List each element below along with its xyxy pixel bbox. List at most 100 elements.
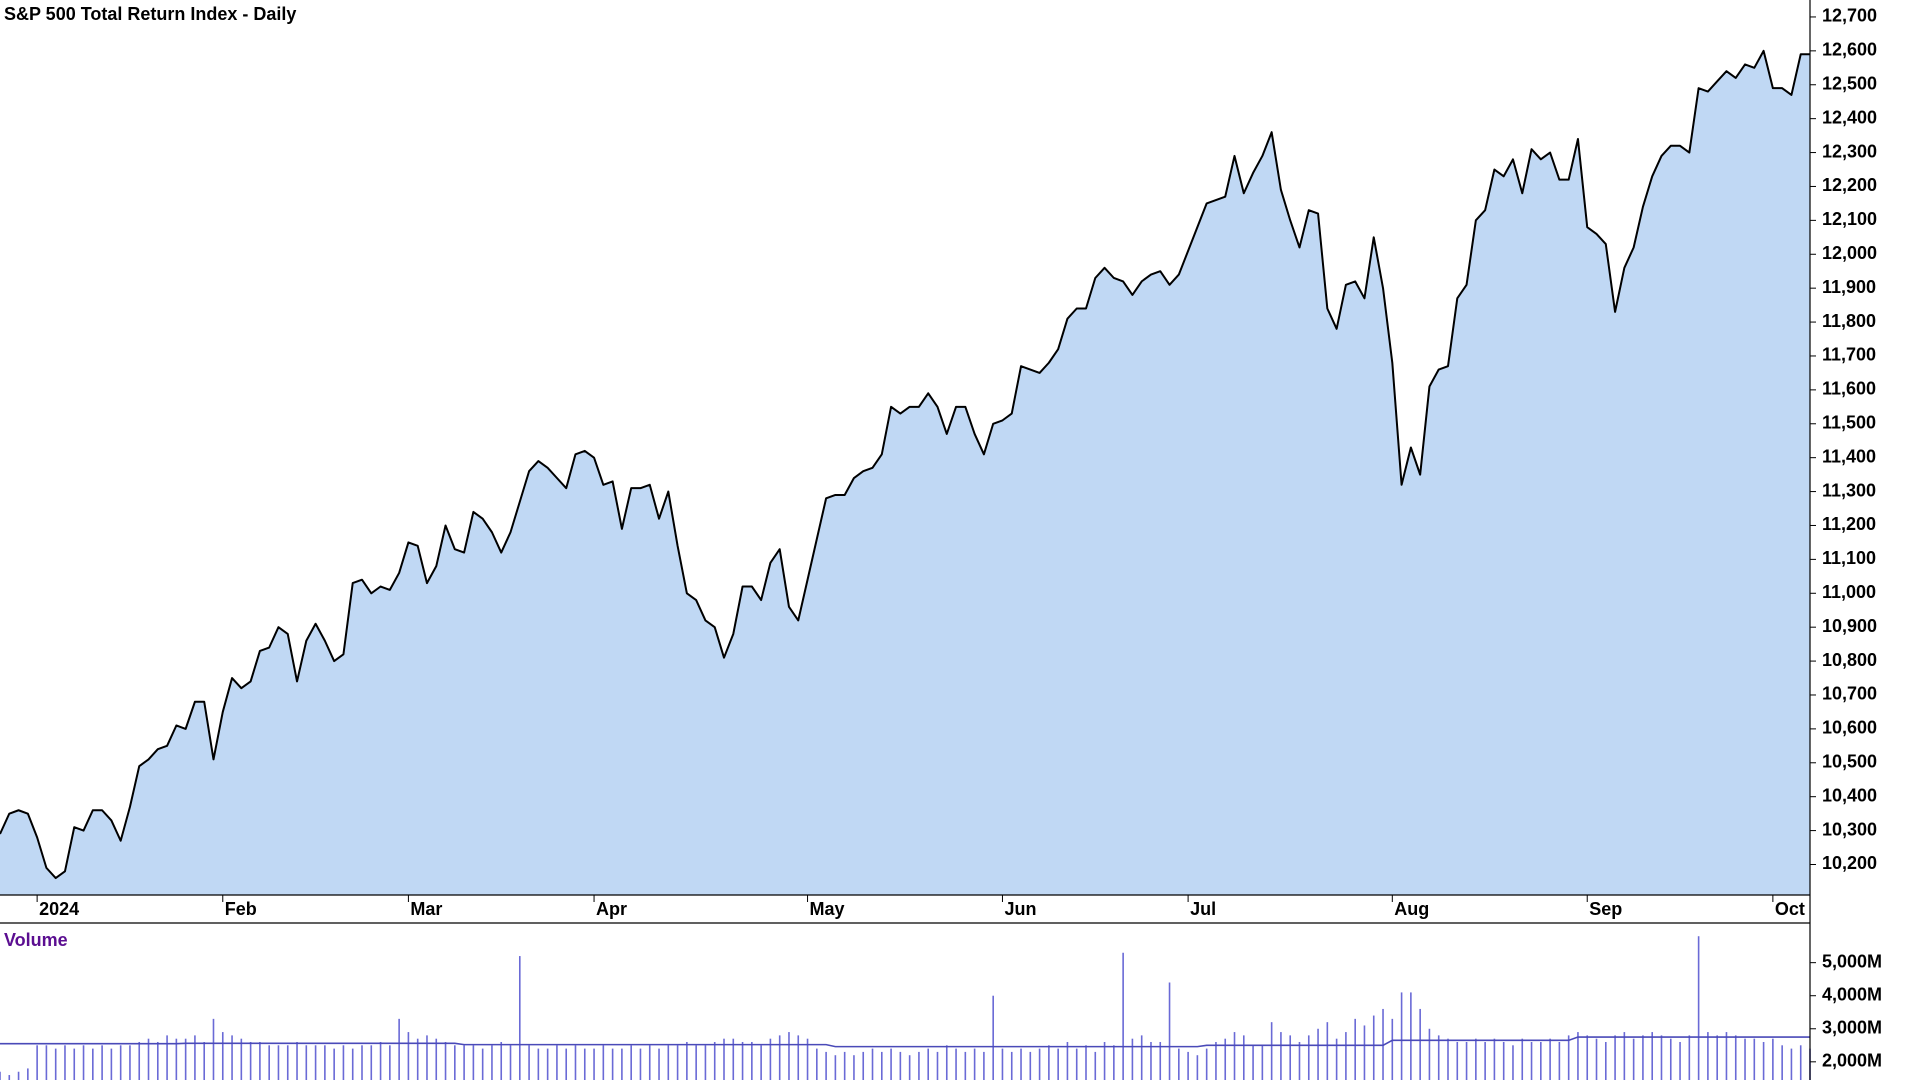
volume-bar xyxy=(314,1045,317,1080)
volume-bar xyxy=(305,1045,308,1080)
x-tick-label: Oct xyxy=(1775,899,1805,919)
volume-bar xyxy=(184,1038,187,1080)
volume-bar xyxy=(574,1045,577,1080)
volume-bar xyxy=(1270,1022,1273,1080)
volume-bar xyxy=(1437,1035,1440,1080)
volume-bar xyxy=(1475,1038,1477,1080)
volume-bar xyxy=(1493,1038,1496,1080)
y-tick-label: 10,700 xyxy=(1822,684,1877,704)
volume-bar xyxy=(565,1048,568,1080)
volume-bar xyxy=(760,1045,762,1080)
volume-bar xyxy=(1530,1041,1533,1080)
area-fill xyxy=(0,50,1810,896)
volume-bar xyxy=(1326,1022,1329,1080)
volume-bar xyxy=(73,1048,76,1080)
volume-bar xyxy=(676,1045,679,1080)
y-tick-label: 10,800 xyxy=(1822,650,1877,670)
volume-bar xyxy=(1595,1038,1598,1080)
volume-bar xyxy=(268,1045,270,1080)
volume-bar xyxy=(398,1018,400,1080)
volume-bar xyxy=(741,1041,744,1080)
volume-bar xyxy=(602,1045,605,1080)
y-tick-label: 12,200 xyxy=(1822,175,1877,195)
volume-bar xyxy=(259,1041,261,1080)
volume-bar xyxy=(481,1048,484,1080)
y-tick-label: 11,600 xyxy=(1822,379,1876,399)
volume-bar xyxy=(231,1035,233,1080)
y-tick-label: 11,500 xyxy=(1822,413,1876,433)
volume-bar xyxy=(695,1045,697,1080)
volume-bar xyxy=(1790,1048,1793,1080)
volume-bar xyxy=(166,1035,168,1080)
volume-bar xyxy=(992,995,994,1080)
volume-bar xyxy=(1010,1051,1013,1080)
y-tick-label: 11,800 xyxy=(1822,311,1876,331)
volume-bar xyxy=(119,1045,122,1080)
volume-bar xyxy=(1604,1041,1607,1080)
volume-bar xyxy=(1289,1035,1292,1080)
volume-bar xyxy=(1113,1045,1115,1080)
volume-bar xyxy=(537,1048,540,1080)
volume-bar xyxy=(0,1071,1,1080)
volume-bar xyxy=(1196,1055,1199,1080)
y-tick-label: 11,900 xyxy=(1822,277,1876,297)
y-tick-label: 12,300 xyxy=(1822,141,1877,161)
volume-bar xyxy=(389,1045,391,1080)
volume-bar xyxy=(1150,1041,1152,1080)
price-panel: 10,200 10,300 10,400 10,500 10,600 10,700 10,8… xyxy=(0,6,1877,919)
volume-bar xyxy=(277,1045,280,1080)
y-tick-label: 12,000 xyxy=(1822,243,1877,263)
volume-bar xyxy=(1159,1041,1162,1080)
volume-bar xyxy=(1586,1035,1589,1080)
volume-bar xyxy=(454,1045,456,1080)
volume-bar xyxy=(1020,1048,1022,1080)
volume-bar xyxy=(825,1051,827,1080)
y-tick-label: 11,300 xyxy=(1822,480,1876,500)
volume-bar xyxy=(45,1045,48,1080)
y-tick-label: 12,600 xyxy=(1822,40,1877,60)
volume-bar xyxy=(1623,1032,1626,1080)
volume-bar xyxy=(286,1045,289,1080)
volume-bar xyxy=(899,1051,902,1080)
volume-bar xyxy=(1335,1038,1338,1080)
volume-bar xyxy=(1456,1041,1459,1080)
volume-bar xyxy=(175,1038,178,1080)
volume-bar xyxy=(491,1045,493,1080)
y-tick-label: 11,100 xyxy=(1822,548,1876,568)
volume-bar xyxy=(1075,1048,1078,1080)
volume-bar xyxy=(556,1045,558,1080)
volume-bar xyxy=(379,1041,382,1080)
volume-bar xyxy=(973,1048,976,1080)
volume-bar xyxy=(611,1048,614,1080)
volume-bar xyxy=(64,1045,66,1080)
volume-bar xyxy=(1799,1045,1802,1080)
volume-bar xyxy=(1178,1048,1180,1080)
volume-panel: 2,000M 3,000M 4,000M 5,000M xyxy=(0,936,1882,1080)
volume-bar xyxy=(1651,1032,1654,1080)
volume-bar xyxy=(1521,1038,1524,1080)
y-tick-label: 11,000 xyxy=(1822,582,1876,602)
volume-bar xyxy=(444,1041,447,1080)
volume-bar xyxy=(324,1045,326,1080)
volume-bar xyxy=(221,1032,224,1080)
y-tick-label: 10,900 xyxy=(1822,616,1877,636)
volume-bar xyxy=(1354,1018,1356,1080)
y-tick-label: 4,000M xyxy=(1822,984,1882,1004)
volume-bar xyxy=(296,1041,298,1080)
volume-bar xyxy=(1094,1051,1097,1080)
volume-bar xyxy=(1502,1041,1505,1080)
y-tick-label: 10,300 xyxy=(1822,819,1877,839)
y-tick-label: 11,400 xyxy=(1822,446,1876,466)
volume-bar xyxy=(797,1035,800,1080)
volume-bar xyxy=(1707,1032,1709,1080)
volume-bar xyxy=(871,1048,874,1080)
volume-bar xyxy=(1697,936,1700,1080)
volume-bar xyxy=(769,1038,772,1080)
volume-bar xyxy=(667,1045,670,1080)
x-tick-label: Apr xyxy=(596,899,627,919)
volume-bar xyxy=(1512,1045,1514,1080)
volume-bar xyxy=(593,1048,595,1080)
volume-bar xyxy=(1066,1041,1069,1080)
volume-bar xyxy=(751,1041,753,1080)
volume-bar xyxy=(101,1045,103,1080)
